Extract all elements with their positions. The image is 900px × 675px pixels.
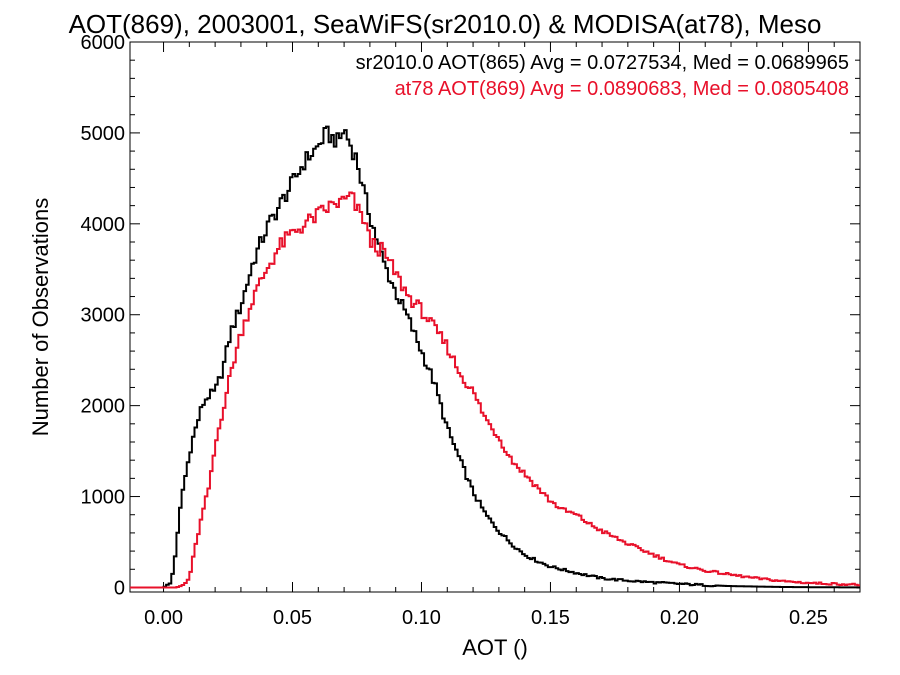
x-tick-label: 0.25 xyxy=(789,607,828,629)
series-layer xyxy=(130,125,860,589)
legend-entry-sr2010: sr2010.0 AOT(865) Avg = 0.0727534, Med =… xyxy=(356,52,849,74)
y-tick-label: 1000 xyxy=(81,487,126,509)
chart-title: AOT(869), 2003001, SeaWiFS(sr2010.0) & M… xyxy=(69,9,822,39)
legend-entry-at78: at78 AOT(869) Avg = 0.0890683, Med = 0.0… xyxy=(395,78,849,100)
y-tick-label: 6000 xyxy=(81,32,126,54)
y-tick-label: 3000 xyxy=(81,305,126,327)
y-tick-label: 4000 xyxy=(81,214,126,236)
x-tick-label: 0.05 xyxy=(273,607,312,629)
legend: sr2010.0 AOT(865) Avg = 0.0727534, Med =… xyxy=(356,52,849,100)
y-axis: 0 1000 2000 3000 4000 5000 6000 xyxy=(81,32,860,599)
y-tick-label: 2000 xyxy=(81,396,126,418)
x-tick-label: 0.15 xyxy=(531,607,570,629)
x-tick-label: 0.00 xyxy=(144,607,183,629)
y-axis-label: Number of Observations xyxy=(28,198,53,436)
y-tick-label: 5000 xyxy=(81,123,126,145)
x-axis: 0.00 0.05 0.10 0.15 0.20 0.25 xyxy=(144,42,861,629)
x-tick-label: 0.20 xyxy=(660,607,699,629)
plot-frame xyxy=(129,41,861,593)
y-tick-label: 0 xyxy=(114,577,125,599)
x-axis-label: AOT () xyxy=(462,635,528,660)
series-line-at78 xyxy=(130,191,860,589)
x-tick-label: 0.10 xyxy=(402,607,441,629)
series-line-sr2010-0 xyxy=(130,125,860,589)
